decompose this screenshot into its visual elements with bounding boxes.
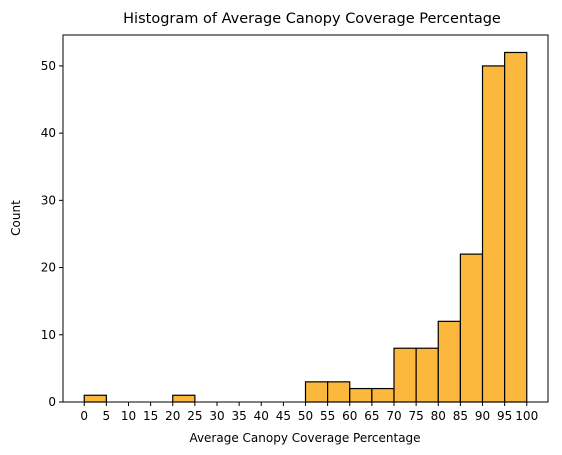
x-tick-label: 80 bbox=[431, 409, 446, 423]
x-tick-label: 5 bbox=[103, 409, 111, 423]
x-tick-label: 100 bbox=[515, 409, 538, 423]
x-tick-label: 85 bbox=[453, 409, 468, 423]
y-tick-label: 0 bbox=[48, 395, 56, 409]
x-axis-title: Average Canopy Coverage Percentage bbox=[189, 431, 420, 445]
x-tick-label: 35 bbox=[231, 409, 246, 423]
y-tick-label: 40 bbox=[41, 126, 56, 140]
histogram-bar-75-80 bbox=[415, 347, 439, 403]
chart-title: Histogram of Average Canopy Coverage Per… bbox=[123, 11, 501, 27]
x-tick-label: 20 bbox=[165, 409, 180, 423]
x-tick-label: 25 bbox=[187, 409, 202, 423]
y-tick-label: 50 bbox=[41, 59, 56, 73]
histogram-bar-60-65 bbox=[349, 387, 373, 403]
x-tick-label: 15 bbox=[143, 409, 158, 423]
histogram-bar-90-95 bbox=[481, 65, 506, 403]
x-axis: 0 5 10 15 20 25 30 35 40 45 50 55 60 65 70 75 80 85 90 95 10… bbox=[80, 402, 538, 423]
x-tick-label: 30 bbox=[209, 409, 224, 423]
histogram-bar-65-70 bbox=[371, 387, 395, 403]
y-axis: 0 10 20 30 40 50 bbox=[41, 59, 63, 409]
bars-group bbox=[83, 51, 528, 403]
x-tick-label: 60 bbox=[342, 409, 357, 423]
x-tick-label: 55 bbox=[320, 409, 335, 423]
histogram-bar-85-90 bbox=[459, 253, 484, 403]
x-tick-label: 0 bbox=[80, 409, 88, 423]
x-tick-label: 50 bbox=[298, 409, 313, 423]
y-tick-label: 20 bbox=[41, 261, 56, 275]
x-tick-label: 40 bbox=[254, 409, 269, 423]
y-tick-label: 10 bbox=[41, 328, 56, 342]
histogram-bar-80-85 bbox=[437, 320, 461, 403]
histogram-bar-20-25 bbox=[172, 394, 196, 403]
histogram-bar-0-5 bbox=[83, 394, 107, 403]
x-tick-label: 70 bbox=[386, 409, 401, 423]
y-tick-label: 30 bbox=[41, 193, 56, 207]
histogram-bar-95-100 bbox=[504, 51, 528, 403]
x-tick-label: 65 bbox=[364, 409, 379, 423]
y-axis-title: Count bbox=[9, 200, 23, 236]
histogram-bar-50-55 bbox=[304, 381, 329, 403]
x-tick-label: 75 bbox=[408, 409, 423, 423]
x-tick-label: 10 bbox=[121, 409, 136, 423]
x-tick-label: 90 bbox=[475, 409, 490, 423]
x-tick-label: 45 bbox=[276, 409, 291, 423]
histogram-bar-55-60 bbox=[327, 381, 351, 403]
x-tick-label: 95 bbox=[497, 409, 512, 423]
histogram-bar-70-75 bbox=[393, 347, 417, 403]
